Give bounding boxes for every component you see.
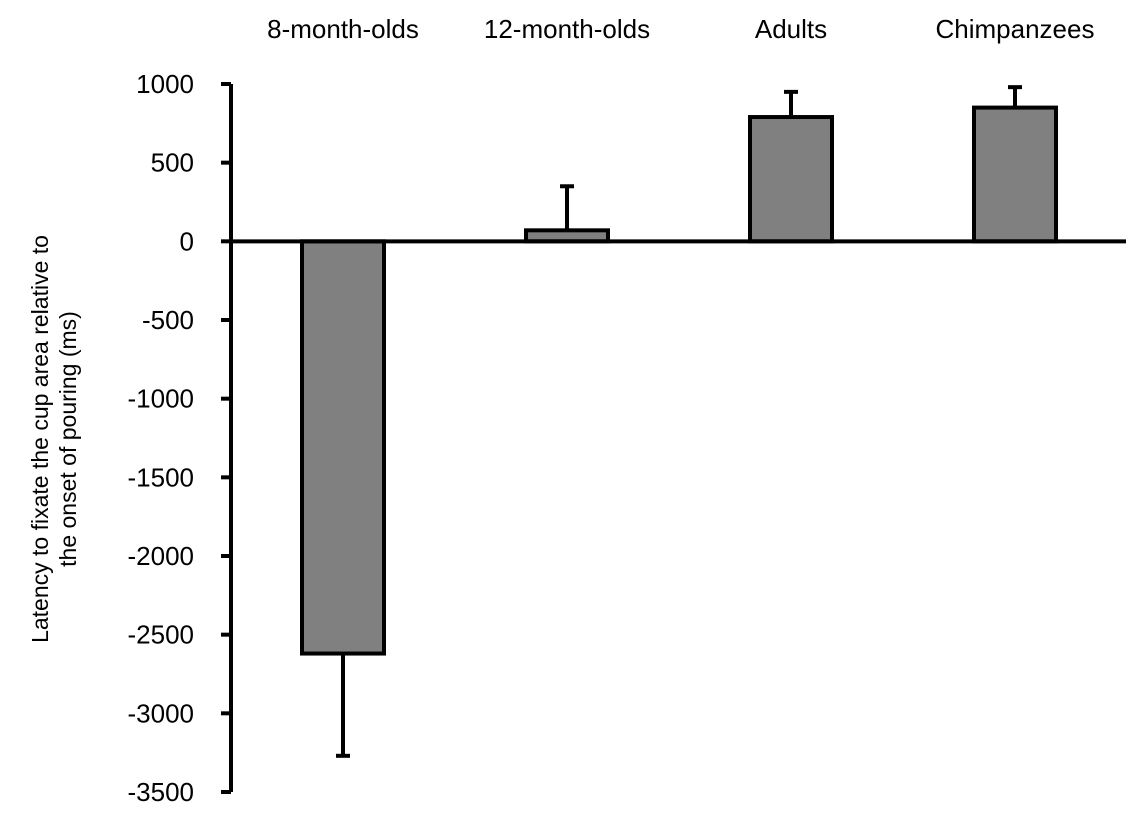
error-bars xyxy=(336,85,1022,758)
y-tick-label: -3000 xyxy=(128,698,195,728)
y-tick-label: -500 xyxy=(142,305,194,335)
category-label-12-month-olds: 12-month-olds xyxy=(484,14,650,44)
y-tick-label: -1000 xyxy=(128,384,195,414)
y-tick-label: 500 xyxy=(151,148,194,178)
y-tick-label: -2500 xyxy=(128,620,195,650)
y-tick-label: -2000 xyxy=(128,541,195,571)
y-tick-label: 0 xyxy=(180,226,194,256)
y-axis-title: Latency to fixate the cup area relative … xyxy=(27,235,81,643)
y-tick-label: 1000 xyxy=(136,69,194,99)
category-labels: 8-month-olds 12-month-olds Adults Chimpanze… xyxy=(267,14,1094,44)
y-ticks: 1000 500 0 -500 -1000 -1500 -2000 -2500 -3000 -35… xyxy=(128,69,231,807)
bar-adults xyxy=(748,115,834,244)
y-axis-title-line-1: Latency to fixate the cup area relative … xyxy=(27,235,53,643)
y-tick-label: -3500 xyxy=(128,777,195,807)
bars xyxy=(300,105,1058,656)
bar-chimpanzees xyxy=(972,105,1058,244)
bar-8-month-olds xyxy=(300,239,386,656)
y-axis-title-line-2: the onset of pouring (ms) xyxy=(55,311,81,567)
category-label-8-month-olds: 8-month-olds xyxy=(267,14,419,44)
y-tick-label: -1500 xyxy=(128,462,195,492)
category-label-adults: Adults xyxy=(755,14,827,44)
category-label-chimpanzees: Chimpanzees xyxy=(936,14,1095,44)
